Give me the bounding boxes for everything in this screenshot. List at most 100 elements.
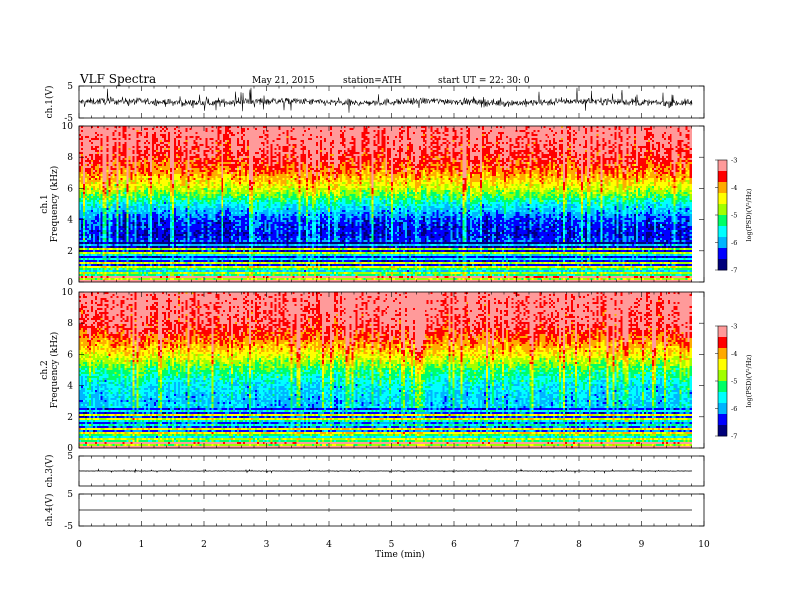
spectrogram-cell — [632, 144, 634, 146]
spectrogram-cell — [265, 142, 267, 144]
spectrogram-cell — [431, 138, 433, 140]
spectrogram-cell — [170, 132, 174, 134]
spectrogram-cell — [290, 138, 296, 140]
spectrogram-cell — [200, 150, 204, 152]
spectrogram-cell — [377, 140, 379, 142]
spectrogram-cell — [219, 138, 223, 140]
spectrogram-cell — [320, 150, 322, 152]
spectrogram-cell — [682, 132, 692, 134]
spectrogram-cell — [219, 134, 223, 136]
spectrogram-cell — [498, 132, 504, 134]
spectrogram-cell — [334, 146, 344, 148]
spectrogram-cell — [510, 146, 512, 148]
spectrogram-cell — [211, 130, 213, 132]
spectrogram-cell — [634, 140, 636, 142]
spectrogram-cell — [381, 136, 385, 138]
spectrogram-cell — [292, 148, 294, 150]
spectrogram-cell — [120, 144, 122, 146]
spectrogram-cell — [124, 138, 126, 140]
spectrogram-cell — [81, 144, 83, 146]
spectrogram-cell — [415, 132, 423, 134]
spectrogram-cell — [330, 134, 332, 136]
spectrogram-cell — [672, 140, 678, 142]
spectrogram-cell — [605, 148, 613, 150]
spectrogram-cell — [103, 134, 113, 136]
spectrogram-cell — [411, 138, 423, 140]
spectrogram-cell — [454, 134, 456, 136]
spectrogram-cell — [476, 138, 478, 140]
spectrogram-cell — [545, 148, 547, 150]
spectrogram-cell — [365, 142, 369, 144]
spectrogram-cell — [437, 136, 439, 138]
spectrogram-cell — [286, 142, 288, 144]
spectrogram-cell — [395, 140, 399, 142]
spectrogram-cell — [346, 130, 364, 132]
spectrogram-cell — [316, 142, 318, 144]
spectrogram-cell — [239, 140, 243, 142]
spectrogram-cell — [186, 128, 188, 130]
spectrogram-cell — [277, 138, 281, 140]
spectrogram-cell — [452, 148, 454, 150]
spectrogram-cell — [117, 142, 119, 144]
spectrogram-cell — [322, 140, 324, 142]
spectrogram-cell — [553, 138, 555, 140]
spectrogram-cell — [597, 140, 599, 142]
spectrogram-cell — [636, 132, 646, 134]
spectrogram-cell — [154, 146, 156, 148]
spectrogram-cell — [267, 142, 269, 144]
spectrogram-cell — [518, 136, 522, 138]
spectrogram-cell — [170, 142, 174, 144]
spectrogram-cell — [229, 132, 233, 134]
spectrogram-cell — [259, 136, 263, 138]
spectrogram-cell — [672, 138, 688, 140]
spectrogram-cell — [620, 130, 622, 132]
spectrogram-cell — [196, 140, 206, 142]
spectrogram-cell — [265, 134, 269, 136]
spectrogram-cell — [591, 130, 593, 132]
spectrogram-cell — [148, 132, 154, 134]
spectrogram-cell — [620, 148, 626, 150]
spectrogram-cell — [593, 130, 597, 132]
spectrogram-cell — [243, 136, 259, 138]
spectrogram-cell — [575, 146, 583, 148]
spectrogram-cell — [387, 138, 389, 140]
spectrogram-cell — [496, 136, 498, 138]
spectrogram-cell — [401, 138, 403, 140]
spectrogram-cell — [126, 134, 128, 136]
spectrogram-cell — [247, 148, 249, 150]
spectrogram-cell — [680, 130, 688, 132]
spectrogram-cell — [573, 138, 577, 140]
spectrogram-cell — [448, 140, 452, 142]
figure-title: VLF Spectra — [79, 72, 156, 86]
spectrogram-cell — [219, 150, 221, 152]
spectrogram-cell — [553, 130, 561, 132]
spectrogram-cell — [373, 144, 377, 146]
spectrogram-cell — [158, 146, 160, 148]
spectrogram-cell — [650, 140, 652, 142]
spectrogram-cell — [362, 144, 368, 146]
spectrogram-cell — [674, 148, 678, 150]
vlf-spectra-figure: VLF Spectra May 21, 2015 station=ATH sta… — [0, 0, 792, 612]
spectrogram-cell — [605, 132, 615, 134]
spectrogram-cell — [176, 128, 186, 130]
spectrogram-cell — [109, 148, 113, 150]
spectrogram-cell — [658, 146, 660, 148]
spectrogram-cell — [526, 146, 528, 148]
spectrogram-cell — [269, 140, 273, 142]
spectrogram-cell — [205, 146, 209, 148]
spectrogram-cell — [188, 128, 190, 130]
spectrogram-cell — [288, 140, 300, 142]
spectrogram-cell — [425, 138, 431, 140]
spectrogram-cell — [269, 142, 287, 144]
spectrogram-cell — [81, 136, 83, 138]
spectrogram-cell — [188, 138, 196, 140]
spectrogram-cell — [603, 146, 605, 148]
spectrogram-cell — [610, 134, 612, 136]
spectrogram-cell — [458, 144, 460, 146]
spectrogram-cell — [342, 130, 344, 132]
spectrogram-cell — [168, 142, 170, 144]
spectrogram-cell — [496, 146, 500, 148]
spectrogram-cell — [217, 144, 219, 146]
spectrogram-cell — [346, 144, 354, 146]
spectrogram-cell — [103, 150, 107, 152]
